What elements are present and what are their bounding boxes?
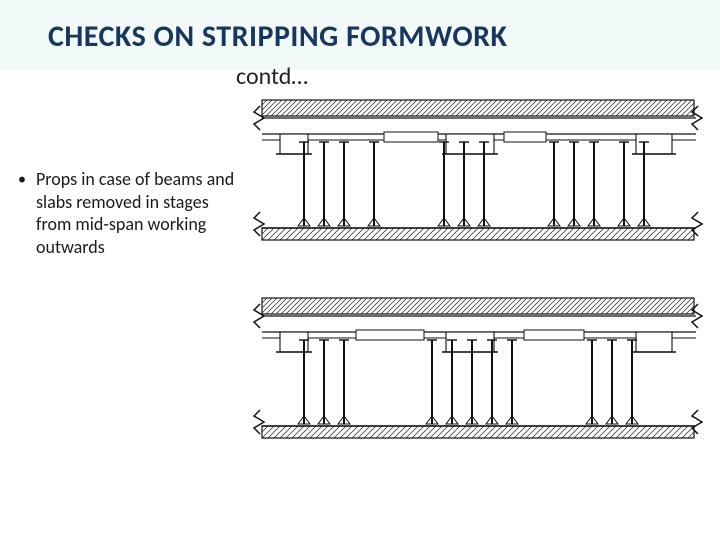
formwork-diagram [246,96,712,536]
bullet-dot-icon: • [18,170,26,190]
bullet-item: • Props in case of beams and slabs remov… [18,168,242,258]
bullet-text: Props in case of beams and slabs removed… [18,168,242,258]
page-title: CHECKS ON STRIPPING FORMWORK [48,18,507,55]
page-subtitle: contd… [236,62,308,91]
